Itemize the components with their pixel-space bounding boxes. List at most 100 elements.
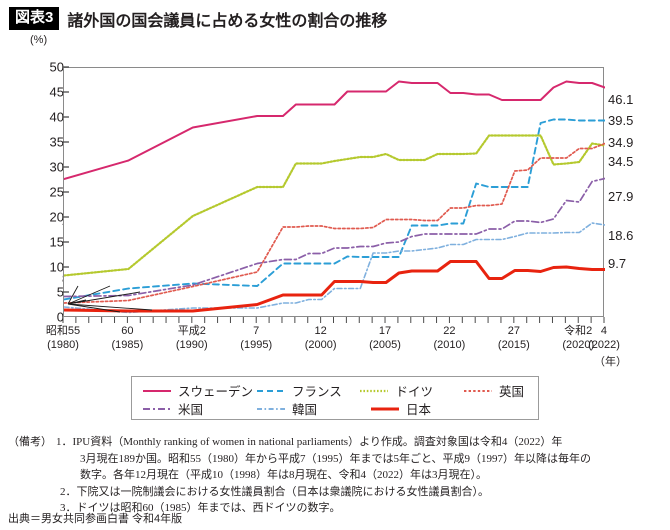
legend-item-日本[interactable]: 日本	[370, 399, 431, 418]
series-line	[64, 134, 605, 277]
x-tick-year: (1985)	[111, 338, 144, 351]
series-line	[64, 260, 605, 313]
note-number: 3．	[60, 502, 77, 514]
x-tick-year: (2020)	[562, 338, 595, 351]
series-line	[64, 222, 605, 314]
legend-line-swatch	[359, 385, 389, 396]
y-axis-tick-label: 20	[49, 209, 64, 225]
x-tick-year: (2010)	[433, 338, 466, 351]
notes-block: （備考） 1．IPU資料（Monthly ranking of women in …	[8, 434, 666, 517]
legend-item-label: フランス	[292, 384, 342, 399]
note-text: IPU資料（Monthly ranking of women in nation…	[72, 436, 563, 448]
legend-row-2: 米国 韓国 日本	[142, 399, 532, 417]
series-end-value: 9.7	[608, 256, 627, 271]
legend-item-label: 日本	[406, 402, 432, 417]
note-text: ドイツは昭和60（1985）年までは、西ドイツの数字。	[76, 502, 341, 514]
note-number: 2．	[60, 485, 77, 498]
x-tick-year: (2000)	[304, 338, 337, 351]
y-axis-tick-label: 10	[49, 259, 64, 275]
x-axis-tick-label: 17 (2005)	[369, 325, 401, 353]
y-axis-tick-label: 35	[49, 134, 64, 150]
legend-item-ドイツ[interactable]: ドイツ	[359, 381, 454, 400]
legend-row-1: スウェーデン フランス ドイツ 英国	[142, 381, 532, 399]
chart-container: (%) 0 5 10 15 20 25 30 35 40 45 50 昭和55 (1980) 60 (19…	[0, 34, 670, 368]
x-axis-tick-label: 4 (2022)	[588, 325, 620, 353]
figure-header: 図表3 諸外国の国会議員に占める女性の割合の推移	[0, 0, 670, 30]
series-line	[64, 177, 605, 298]
series-end-value: 27.9	[608, 189, 634, 204]
legend-line-swatch	[142, 385, 172, 396]
x-axis-tick-label: 昭和55 (1980)	[46, 325, 80, 353]
note-text: 下院又は一院制議会における女性議員割合（日本は衆議院における女性議員割合）。	[76, 485, 490, 498]
series-line	[64, 142, 605, 304]
legend-item-label: 韓国	[292, 402, 318, 417]
x-tick-era: 22	[443, 325, 456, 337]
legend-item-label: ドイツ	[395, 384, 433, 399]
x-axis-tick-label: 12 (2000)	[305, 325, 337, 353]
legend-item-スウェーデン[interactable]: スウェーデン	[142, 381, 253, 400]
x-axis-unit-label: （年）	[594, 356, 627, 368]
x-tick-era: 12	[314, 325, 327, 337]
source-note: 出典＝男女共同参画白書 令和4年版	[8, 513, 183, 525]
series-end-value: 18.6	[608, 228, 634, 243]
x-tick-year: (1995)	[240, 338, 273, 351]
x-axis-tick-label: 7 (1995)	[240, 325, 272, 353]
x-tick-era: 4	[600, 325, 608, 337]
note-line: 2．下院又は一院制議会における女性議員割合（日本は衆議院における女性議員割合）。	[8, 484, 666, 501]
x-axis-tick-label: 27 (2015)	[498, 325, 530, 353]
series-line	[64, 118, 605, 301]
x-tick-year: (2005)	[369, 338, 401, 351]
x-axis-tick-label: 22 (2010)	[434, 325, 466, 353]
series-end-value: 46.1	[608, 92, 634, 107]
x-tick-year: (1990)	[175, 338, 208, 351]
series-end-value: 39.5	[608, 113, 634, 128]
x-tick-era: 17	[378, 325, 392, 337]
x-tick-era: 昭和55	[45, 325, 81, 337]
x-axis-tick-label: 60 (1985)	[111, 325, 143, 353]
note-text: 数字。各年12月現在（平成10（1998）年は8月現在、令和4（2022）年は3…	[80, 469, 487, 481]
legend-line-swatch	[142, 403, 172, 414]
note-line: 数字。各年12月現在（平成10（1998）年は8月現在、令和4（2022）年は3…	[8, 467, 666, 484]
y-axis-tick-label: 30	[49, 159, 64, 175]
legend-item-label: 英国	[498, 384, 524, 399]
y-axis-tick-label: 5	[56, 284, 64, 300]
series-lines	[64, 80, 605, 314]
legend-item-label: 米国	[178, 402, 204, 417]
legend-item-米国[interactable]: 米国	[142, 399, 248, 418]
page-title: 諸外国の国会議員に占める女性の割合の推移	[67, 12, 388, 30]
x-tick-era: 令和2	[564, 325, 593, 337]
plot-area	[63, 67, 605, 317]
note-line: 3．ドイツは昭和60（1985）年までは、西ドイツの数字。	[8, 500, 666, 517]
notes-label: （備考）	[8, 436, 52, 448]
x-tick-year: (2022)	[588, 338, 620, 351]
x-tick-year: (2015)	[497, 338, 530, 351]
y-axis-tick-label: 25	[49, 184, 64, 200]
y-axis-tick-label: 45	[49, 84, 64, 100]
legend-line-swatch	[463, 385, 493, 396]
series-end-value: 34.9	[608, 135, 634, 150]
note-line: （備考） 1．IPU資料（Monthly ranking of women in …	[8, 434, 666, 451]
legend-line-swatch	[256, 385, 286, 396]
series-line	[64, 80, 605, 180]
x-tick-era: 7	[253, 325, 260, 337]
y-axis-tick-label: 40	[49, 109, 64, 125]
legend-item-韓国[interactable]: 韓国	[256, 399, 362, 418]
note-text: 3月現在189か国。昭和55（1980）年から平成7（1995）年までは5年ごと…	[80, 452, 592, 465]
note-line: 3月現在189か国。昭和55（1980）年から平成7（1995）年までは5年ごと…	[8, 451, 666, 468]
x-tick-year: (1980)	[47, 338, 79, 351]
x-axis-tick-label: 平成2 (1990)	[176, 325, 208, 353]
x-tick-era: 27	[507, 325, 520, 337]
y-axis-tick-label: 0	[56, 309, 64, 325]
y-axis-unit-label: (%)	[30, 34, 48, 46]
legend-line-swatch	[370, 403, 400, 414]
note-number: 1．	[56, 436, 73, 448]
legend-item-英国[interactable]: 英国	[463, 381, 524, 400]
x-axis-tick-label: 令和2 (2020)	[562, 325, 594, 353]
x-tick-era: 平成2	[177, 325, 206, 337]
chart-legend: スウェーデン フランス ドイツ 英国 米国 韓国 日本	[131, 376, 539, 420]
x-tick-era: 60	[121, 325, 134, 337]
legend-item-label: スウェーデン	[178, 384, 254, 399]
series-end-value: 34.5	[608, 154, 634, 169]
legend-line-swatch	[256, 403, 286, 414]
legend-item-フランス[interactable]: フランス	[256, 381, 351, 400]
